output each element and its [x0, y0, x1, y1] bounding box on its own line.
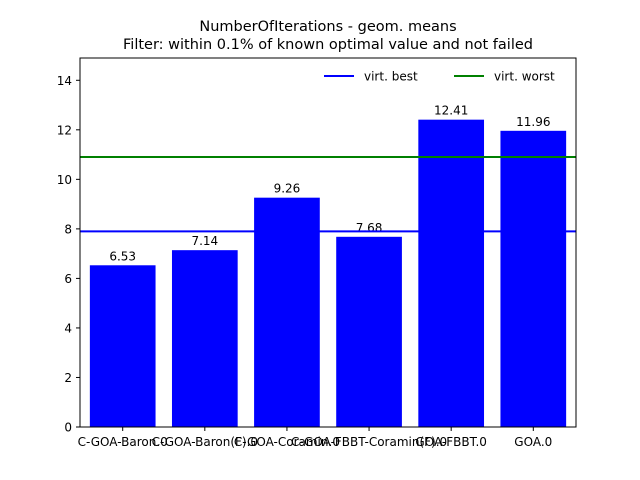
bar-1 [171, 250, 238, 427]
y-tick-label-6: 6 [64, 272, 72, 286]
x-tick-label-5: GOA.0 [514, 435, 552, 449]
legend-label-1: virt. worst [494, 70, 555, 84]
data-label-0: 6.53 [109, 249, 136, 263]
x-tick-label-2: C-GOA-Coramin.0 [234, 435, 340, 449]
bar-2 [254, 197, 320, 427]
data-label-4: 12.41 [434, 104, 468, 118]
y-tick-label-12: 12 [57, 123, 72, 137]
reference-lines [80, 156, 576, 233]
y-tick-label-0: 0 [64, 421, 72, 435]
x-tick-label-0: C-GOA-Baron.0 [78, 435, 168, 449]
bar-5 [500, 130, 567, 428]
y-tick-label-2: 2 [64, 371, 72, 385]
legend-label-0: virt. best [364, 70, 418, 84]
data-label-1: 7.14 [191, 234, 218, 248]
data-label-2: 9.26 [274, 182, 301, 196]
bar-4 [418, 119, 485, 427]
x-tick-label-4: GOA-FBBT.0 [415, 435, 487, 449]
y-tick-label-4: 4 [64, 321, 72, 335]
data-label-5: 11.96 [516, 115, 550, 129]
x-tick-label-1: C-GOA-Baron(F).0 [152, 435, 258, 449]
y-axis: 0 2 4 6 8 10 12 14 [57, 74, 80, 435]
y-tick-label-14: 14 [57, 74, 72, 88]
legend: virt. best virt. worst [324, 70, 555, 84]
bar-3 [336, 236, 402, 427]
x-tick-label-3: C-GOA-FBBT-Coramin(F).0 [291, 435, 447, 449]
plot-frame [79, 57, 577, 428]
chart-subtitle: Filter: within 0.1% of known optimal val… [123, 37, 533, 53]
x-axis: C-GOA-Baron.0C-GOA-Baron(F).0C-GOA-Coram… [78, 427, 552, 449]
y-tick-label-10: 10 [57, 173, 72, 187]
chart-title: NumberOfIterations - geom. means [199, 19, 456, 35]
bar-0 [89, 265, 156, 427]
y-tick-label-8: 8 [64, 222, 72, 236]
bars-group: 6.53 7.14 9.26 7.68 12.41 11.96 [89, 104, 567, 428]
data-label-3: 7.68 [356, 221, 383, 235]
